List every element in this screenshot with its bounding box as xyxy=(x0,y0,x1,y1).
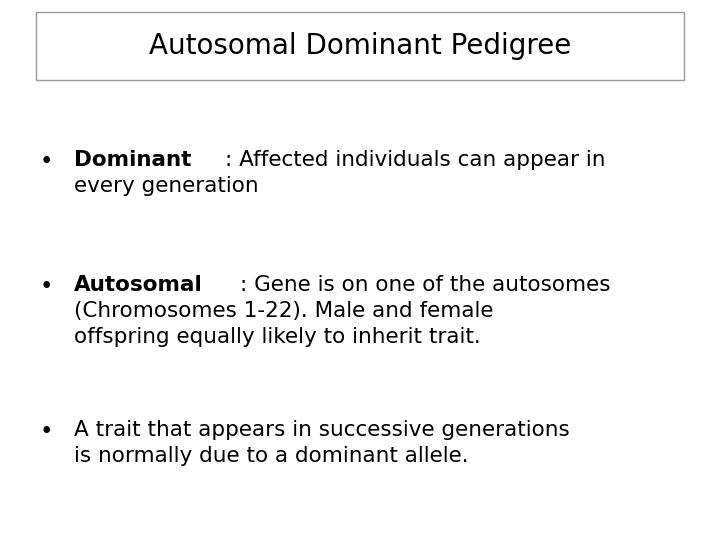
Text: Dominant: Dominant xyxy=(74,150,192,170)
Bar xyxy=(36,12,684,80)
Text: is normally due to a dominant allele.: is normally due to a dominant allele. xyxy=(74,446,469,466)
Text: Autosomal Dominant Pedigree: Autosomal Dominant Pedigree xyxy=(149,32,571,60)
Text: •: • xyxy=(40,150,53,173)
Text: offspring equally likely to inherit trait.: offspring equally likely to inherit trai… xyxy=(74,327,481,347)
Text: : Gene is on one of the autosomes: : Gene is on one of the autosomes xyxy=(240,275,611,295)
Text: : Affected individuals can appear in: : Affected individuals can appear in xyxy=(225,150,606,170)
Text: •: • xyxy=(40,275,53,298)
Text: (Chromosomes 1-22). Male and female: (Chromosomes 1-22). Male and female xyxy=(74,301,493,321)
Text: every generation: every generation xyxy=(74,176,258,196)
Text: Autosomal: Autosomal xyxy=(74,275,203,295)
Text: A trait that appears in successive generations: A trait that appears in successive gener… xyxy=(74,420,570,440)
Text: •: • xyxy=(40,420,53,443)
